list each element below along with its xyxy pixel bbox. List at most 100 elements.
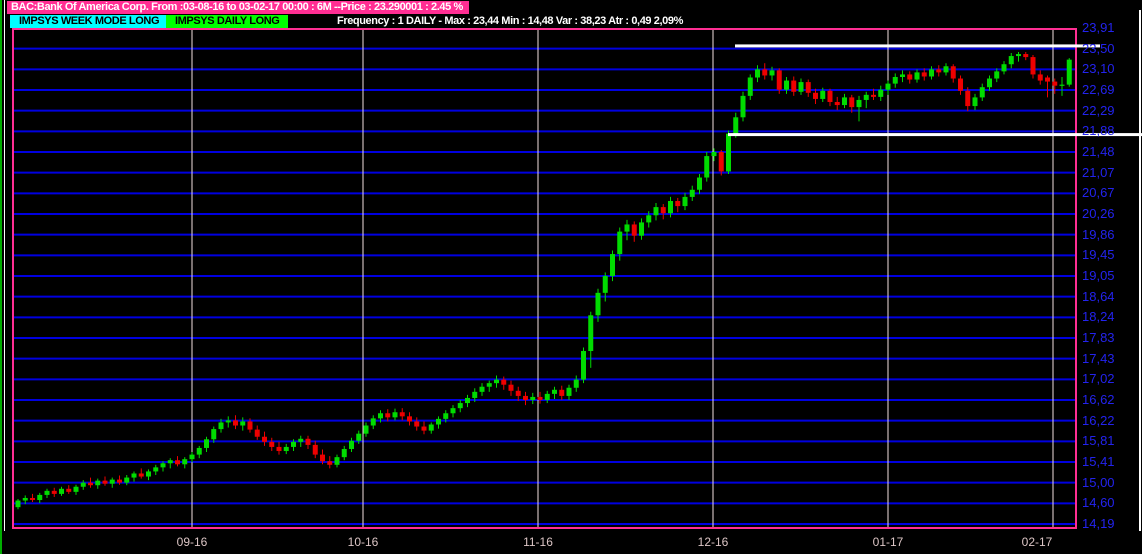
candle: [863, 94, 869, 100]
candle: [457, 403, 463, 409]
y-axis-label: 19,86: [1082, 226, 1115, 242]
candle: [22, 497, 28, 501]
candle: [979, 87, 985, 98]
candle: [414, 421, 420, 427]
candle: [175, 460, 180, 465]
candle: [196, 447, 202, 455]
y-axis-label: 20,26: [1082, 206, 1115, 221]
candle: [204, 439, 209, 448]
candle: [138, 473, 144, 477]
candle: [283, 446, 289, 452]
candle: [1052, 81, 1058, 86]
candle: [965, 90, 971, 107]
candle: [950, 66, 956, 79]
candle: [834, 101, 840, 106]
candle: [813, 92, 818, 99]
left-edge-stripe: [0, 0, 2, 554]
candle: [798, 82, 804, 92]
candle: [610, 254, 615, 276]
candle: [972, 97, 978, 107]
y-axis-label: 21,88: [1082, 123, 1115, 139]
candle: [1023, 54, 1029, 58]
title-bar: BAC:Bank Of America Corp. From :03-08-16…: [7, 1, 469, 14]
candle: [1037, 74, 1043, 81]
x-axis-label: 12-16: [697, 535, 729, 549]
candle: [842, 97, 847, 106]
y-axis-label: 17,43: [1082, 350, 1115, 366]
candle: [399, 412, 405, 417]
candle: [30, 497, 35, 501]
candle: [747, 77, 753, 96]
x-axis-label: 10-16: [347, 535, 379, 549]
candle: [189, 454, 195, 460]
candle: [356, 433, 362, 441]
candle: [88, 482, 93, 486]
candle: [523, 395, 528, 400]
x-axis-label: 02-17: [1021, 535, 1053, 549]
candle: [1059, 84, 1065, 86]
candle: [682, 196, 688, 207]
right-cursor-line: [1139, 10, 1141, 531]
candle: [160, 463, 166, 468]
candle: [878, 89, 884, 97]
candle: [581, 351, 586, 380]
candle: [1066, 59, 1072, 85]
plot-frame: [12, 28, 1077, 529]
candle: [494, 379, 499, 384]
candle: [805, 82, 811, 93]
candle: [349, 440, 354, 449]
chart-title: BAC:Bank Of America Corp. From :03-08-16…: [11, 1, 463, 13]
candle: [51, 490, 57, 494]
candle: [124, 477, 130, 483]
y-axis-label: 19,05: [1082, 268, 1115, 283]
candle: [392, 412, 398, 418]
x-axis-label: 11-16: [523, 535, 553, 549]
candle: [871, 94, 876, 97]
y-axis-label: 18,24: [1082, 309, 1115, 325]
candle: [907, 74, 913, 80]
candle: [465, 397, 470, 404]
candle: [443, 413, 449, 419]
candle: [776, 70, 782, 90]
candle: [247, 421, 253, 430]
y-axis-label: 22,69: [1082, 82, 1115, 97]
candle: [421, 426, 427, 431]
candle: [363, 425, 369, 434]
y-axis-label: 16,22: [1082, 412, 1115, 428]
candle: [602, 276, 608, 293]
candle: [994, 71, 1000, 79]
candle: [704, 156, 710, 178]
y-axis-label: 21,48: [1082, 144, 1115, 159]
candle: [320, 454, 325, 462]
candle: [936, 69, 942, 73]
candle: [262, 436, 267, 442]
y-axis-label: 23,50: [1082, 40, 1115, 56]
candle: [15, 500, 21, 508]
y-axis-label: 14,19: [1082, 516, 1115, 531]
x-axis-label: 01-17: [872, 535, 904, 549]
y-axis-label: 18,64: [1082, 288, 1115, 304]
candle: [66, 488, 72, 492]
candle: [450, 408, 456, 414]
impsys-week-mode-badge: IMPSYS WEEK MODE LONG: [10, 14, 169, 28]
candle: [653, 207, 659, 216]
candle: [291, 441, 296, 447]
candle: [73, 486, 79, 492]
resistance-line: [735, 44, 1100, 48]
y-axis-label: 19,45: [1082, 247, 1115, 263]
candle: [689, 189, 695, 197]
impsys-daily-badge: IMPSYS DAILY LONG: [166, 14, 289, 28]
candle: [566, 387, 572, 396]
candle: [1016, 54, 1021, 57]
candle: [820, 90, 826, 99]
candle: [660, 207, 666, 214]
candle: [59, 488, 64, 494]
candle: [341, 448, 347, 458]
impsys-daily-label: IMPSYS DAILY LONG: [175, 14, 280, 27]
y-axis-label: 23,91: [1082, 20, 1115, 35]
y-axis-label: 15,00: [1082, 474, 1115, 490]
candle: [668, 200, 673, 214]
candle: [254, 429, 260, 437]
candle: [182, 459, 188, 465]
